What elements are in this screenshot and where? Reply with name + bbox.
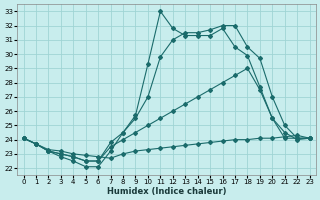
X-axis label: Humidex (Indice chaleur): Humidex (Indice chaleur) (107, 187, 226, 196)
